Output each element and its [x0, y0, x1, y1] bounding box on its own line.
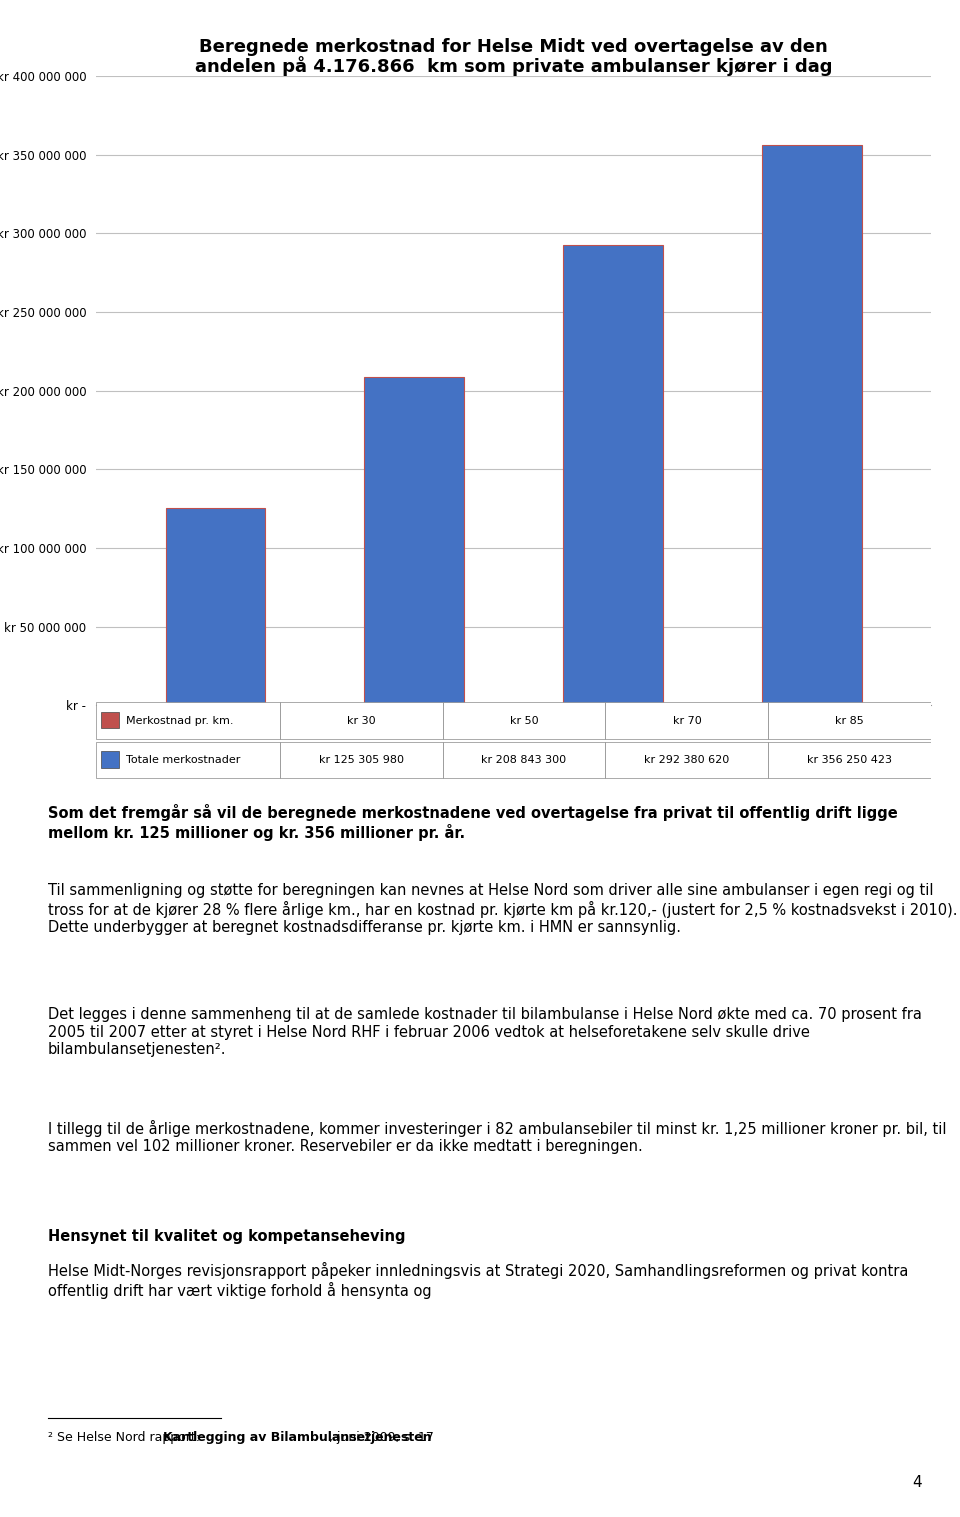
Text: kr 292 380 620: kr 292 380 620	[644, 755, 730, 765]
FancyBboxPatch shape	[101, 751, 119, 768]
FancyBboxPatch shape	[768, 742, 931, 778]
FancyBboxPatch shape	[279, 702, 443, 739]
Text: Som det fremgår så vil de beregnede merkostnadene ved overtagelse fra privat til: Som det fremgår så vil de beregnede merk…	[48, 804, 898, 840]
FancyBboxPatch shape	[279, 742, 443, 778]
Bar	[365, 376, 464, 705]
Text: andelen på 4.176.866  km som private ambulanser kjører i dag: andelen på 4.176.866 km som private ambu…	[195, 56, 832, 76]
Text: Til sammenligning og støtte for beregningen kan nevnes at Helse Nord som driver : Til sammenligning og støtte for beregnin…	[48, 883, 957, 934]
Text: I tillegg til de årlige merkostnadene, kommer investeringer i 82 ambulansebiler : I tillegg til de årlige merkostnadene, k…	[48, 1120, 947, 1154]
Text: Det legges i denne sammenheng til at de samlede kostnader til bilambulanse i Hel: Det legges i denne sammenheng til at de …	[48, 1007, 922, 1057]
Bar	[762, 144, 861, 705]
Text: , juni 2009, s. 17: , juni 2009, s. 17	[329, 1431, 434, 1444]
Text: Totale merkostnader: Totale merkostnader	[126, 755, 240, 765]
Text: Beregnede merkostnad for Helse Midt ved overtagelse av den: Beregnede merkostnad for Helse Midt ved …	[200, 38, 828, 56]
Text: Kartlegging av Bilambulansetjenesten: Kartlegging av Bilambulansetjenesten	[163, 1431, 432, 1444]
FancyBboxPatch shape	[606, 742, 768, 778]
Text: kr 70: kr 70	[673, 716, 701, 725]
Text: kr 125 305 980: kr 125 305 980	[319, 755, 403, 765]
Bar	[165, 508, 265, 705]
Text: kr 85: kr 85	[835, 716, 864, 725]
Text: Helse Midt-Norges revisjonsrapport påpeker innledningsvis at Strategi 2020, Samh: Helse Midt-Norges revisjonsrapport påpek…	[48, 1262, 908, 1299]
FancyBboxPatch shape	[443, 702, 606, 739]
FancyBboxPatch shape	[101, 711, 119, 728]
FancyBboxPatch shape	[443, 742, 606, 778]
Text: ² Se Helse Nord rapport:: ² Se Helse Nord rapport:	[48, 1431, 204, 1444]
Text: Merkostnad pr. km.: Merkostnad pr. km.	[126, 716, 233, 725]
FancyBboxPatch shape	[606, 702, 768, 739]
Text: kr 30: kr 30	[347, 716, 375, 725]
FancyBboxPatch shape	[768, 702, 931, 739]
Text: kr 356 250 423: kr 356 250 423	[807, 755, 892, 765]
Text: 4: 4	[912, 1475, 922, 1490]
Text: kr 208 843 300: kr 208 843 300	[482, 755, 566, 765]
FancyBboxPatch shape	[96, 702, 279, 739]
Text: kr 50: kr 50	[510, 716, 539, 725]
Text: Hensynet til kvalitet og kompetanseheving: Hensynet til kvalitet og kompetansehevin…	[48, 1229, 405, 1244]
FancyBboxPatch shape	[96, 742, 279, 778]
Bar	[564, 246, 662, 705]
